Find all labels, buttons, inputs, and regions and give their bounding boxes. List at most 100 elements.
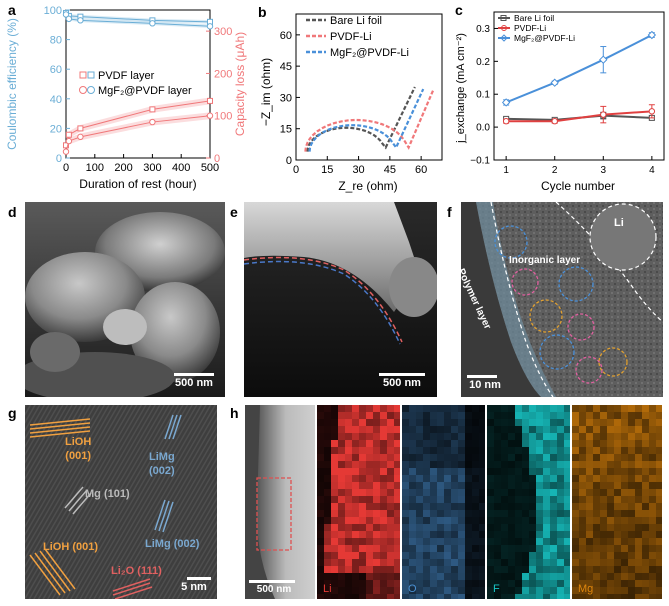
map-mg-pixel: [572, 405, 579, 412]
map-f-pixel: [508, 496, 515, 503]
map-o-pixel: [479, 566, 485, 573]
map-f-pixel: [501, 489, 508, 496]
map-li-pixel: [373, 440, 380, 447]
map-li-pixel: [387, 510, 394, 517]
map-mg-pixel: [600, 454, 607, 461]
map-li-pixel: [394, 433, 400, 440]
chart-a-point-1-0: [62, 11, 70, 18]
map-mg-pixel: [579, 573, 586, 580]
map-f-pixel: [515, 433, 522, 440]
map-o-pixel: [423, 496, 430, 503]
map-o-pixel: [409, 559, 416, 566]
map-o-pixel: [444, 545, 451, 552]
map-o-pixel: [444, 461, 451, 468]
map-mg-pixel: [614, 482, 621, 489]
map-o-pixel: [444, 468, 451, 475]
map-f-pixel: [508, 454, 515, 461]
map-o-pixel: [402, 461, 409, 468]
map-li-pixel: [380, 489, 387, 496]
map-li-pixel: [345, 517, 352, 524]
map-f-pixel: [550, 419, 557, 426]
map-li-pixel: [324, 447, 331, 454]
map-mg-pixel: [621, 489, 628, 496]
map-f-pixel: [564, 475, 570, 482]
map-li-pixel: [338, 412, 345, 419]
map-o-pixel: [479, 419, 485, 426]
map-o-pixel: [416, 496, 423, 503]
map-li-pixel: [324, 489, 331, 496]
map-o-pixel: [472, 503, 479, 510]
map-li-pixel: [345, 587, 352, 594]
chart-c-frame: [493, 11, 665, 161]
map-li-pixel: [324, 559, 331, 566]
map-o-pixel: [437, 517, 444, 524]
map-mg-pixel: [656, 524, 662, 531]
map-f-pixel: [529, 503, 536, 510]
map-mg-pixel: [586, 419, 593, 426]
map-mg-pixel: [635, 503, 642, 510]
map-mg-pixel: [614, 447, 621, 454]
map-li-pixel: [331, 433, 338, 440]
map-o-pixel: [472, 419, 479, 426]
map-li-pixel: [380, 517, 387, 524]
map-o-pixel: [479, 552, 485, 559]
map-mg-pixel: [572, 524, 579, 531]
map-f-pixel: [487, 566, 494, 573]
map-li-pixel: [359, 475, 366, 482]
map-li-pixel: [394, 566, 400, 573]
map-li-pixel: [373, 419, 380, 426]
map-mg-pixel: [607, 503, 614, 510]
legend-b-label-1: PVDF-Li: [330, 31, 372, 43]
map-li-pixel: [366, 489, 373, 496]
map-o-pixel: [479, 580, 485, 587]
map-o-pixel: [423, 594, 430, 599]
map-f-pixel: [536, 587, 543, 594]
map-o-pixel: [451, 566, 458, 573]
map-mg-pixel: [593, 566, 600, 573]
map-o-pixel: [472, 489, 479, 496]
hrtem-image-f-texture: [461, 202, 663, 397]
map-mg-pixel: [614, 489, 621, 496]
map-li-pixel: [324, 545, 331, 552]
map-mg-pixel: [635, 496, 642, 503]
map-mg-pixel: [586, 538, 593, 545]
map-f-pixel: [564, 510, 570, 517]
map-o-pixel: [458, 419, 465, 426]
map-li-pixel: [331, 573, 338, 580]
map-f-pixel: [536, 545, 543, 552]
map-o-pixel: [423, 566, 430, 573]
map-o-pixel: [479, 531, 485, 538]
map-o-pixel: [479, 503, 485, 510]
lattice-label-lioh-top: LiOH (001): [65, 435, 91, 463]
map-o-pixel: [402, 587, 409, 594]
panel-label-b: b: [258, 4, 267, 20]
map-li-pixel: [366, 468, 373, 475]
map-f-pixel: [487, 405, 494, 412]
map-mg-pixel: [586, 510, 593, 517]
map-mg-pixel: [572, 468, 579, 475]
map-f-pixel: [564, 517, 570, 524]
map-o-pixel: [437, 489, 444, 496]
map-f-pixel: [487, 531, 494, 538]
map-f-pixel: [543, 566, 550, 573]
map-mg-pixel: [572, 587, 579, 594]
map-o-pixel: [437, 426, 444, 433]
map-li-pixel: [359, 559, 366, 566]
map-li-pixel: [345, 461, 352, 468]
map-li-pixel: [394, 419, 400, 426]
map-li-pixel: [373, 510, 380, 517]
map-mg-pixel: [614, 545, 621, 552]
map-mg-pixel: [656, 482, 662, 489]
map-f-pixel: [508, 517, 515, 524]
map-f-pixel: [543, 489, 550, 496]
map-mg-pixel: [635, 531, 642, 538]
map-f-pixel: [501, 566, 508, 573]
map-f-pixel: [550, 580, 557, 587]
map-mg-pixel: [572, 552, 579, 559]
map-o-pixel: [444, 419, 451, 426]
map-mg-pixel: [642, 545, 649, 552]
map-mg-pixel: [621, 503, 628, 510]
map-o-pixel: [458, 475, 465, 482]
map-o-pixel: [423, 580, 430, 587]
